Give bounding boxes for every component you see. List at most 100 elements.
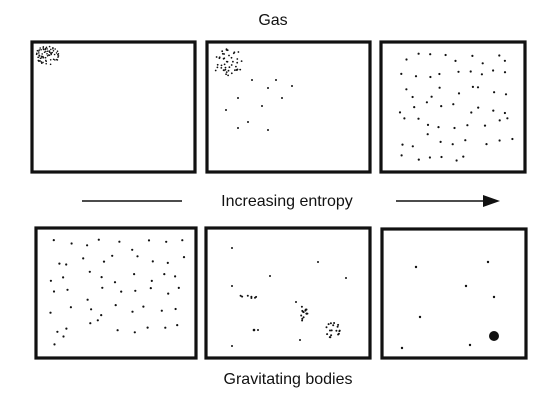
gas-particle — [48, 51, 51, 53]
body-particle — [252, 328, 256, 332]
body-particle — [255, 295, 258, 298]
gas-particle — [54, 59, 56, 61]
body-particle — [337, 332, 340, 335]
gas-particle — [47, 54, 50, 56]
gas-particle — [50, 48, 52, 51]
gas-particle — [216, 63, 219, 66]
gas-particle — [411, 145, 414, 148]
body-particle — [174, 275, 177, 278]
gas-particle — [57, 53, 60, 55]
body-particle — [337, 323, 340, 326]
gas-particle — [237, 127, 239, 129]
body-particle — [150, 279, 153, 282]
gas-particle — [417, 158, 420, 161]
gas-particle — [225, 60, 228, 63]
gas-particle — [216, 66, 219, 69]
body-particle — [335, 329, 338, 332]
body-particle — [231, 345, 233, 347]
body-particle — [100, 314, 103, 317]
body-particle — [102, 260, 106, 263]
gas-particle — [40, 61, 43, 63]
body-particle — [300, 314, 303, 317]
body-particle — [89, 322, 92, 325]
gas-particle — [46, 53, 48, 55]
gas-particle — [480, 73, 483, 76]
gas-particle — [251, 79, 253, 81]
body-particle — [147, 239, 151, 242]
gas-particle — [503, 71, 507, 74]
gas-particle — [471, 85, 474, 88]
body-particle — [65, 327, 68, 330]
gas-particle — [462, 155, 465, 158]
gas-particle — [46, 55, 49, 57]
gas-particle — [223, 63, 226, 66]
gas-particle — [41, 53, 43, 55]
gravity-panel-clumping — [204, 226, 372, 360]
gas-particle — [38, 55, 41, 57]
gas-particle — [466, 124, 469, 127]
gas-particle — [222, 57, 225, 60]
gas-particle — [39, 47, 41, 49]
gas-particle — [281, 97, 283, 99]
body-particle — [149, 287, 152, 290]
body-particle — [62, 335, 65, 338]
body-particle — [181, 239, 184, 242]
body-particle — [231, 247, 233, 249]
gas-particle — [49, 59, 52, 61]
gas-particle — [42, 46, 45, 48]
body-particle — [96, 319, 99, 322]
gas-particle — [52, 58, 55, 61]
gas-particle — [228, 66, 231, 69]
gas-particle — [46, 48, 48, 50]
increasing-entropy-label: Increasing entropy — [221, 193, 353, 210]
gas-particle — [414, 75, 418, 78]
gas-particle — [37, 50, 40, 52]
gas-particle — [36, 49, 39, 52]
body-particle — [100, 276, 103, 279]
gravity-panel-uniform — [34, 226, 198, 360]
gas-particle — [225, 48, 228, 50]
body-particle — [176, 324, 179, 327]
gas-particle — [54, 48, 56, 50]
body-particle — [142, 305, 145, 308]
body-particle — [345, 277, 347, 279]
gas-particle — [52, 47, 54, 50]
gas-particle — [230, 72, 233, 75]
gas-particle — [223, 53, 226, 55]
body-particle — [120, 290, 123, 293]
collapsed-body — [489, 331, 499, 341]
body-particle — [231, 285, 233, 287]
gas-particle — [457, 92, 461, 95]
gas-particle — [451, 143, 454, 146]
body-particle — [111, 254, 114, 257]
gas-particle — [454, 59, 457, 63]
body-particle — [239, 294, 242, 297]
body-particle — [134, 289, 137, 292]
body-particle — [332, 324, 335, 327]
body-particle — [49, 311, 52, 314]
gas-particle — [48, 50, 51, 52]
gas-particle — [44, 56, 47, 59]
gas-particle — [247, 121, 249, 123]
gas-particle — [504, 93, 508, 96]
gas-particle — [233, 51, 236, 54]
body-particle — [163, 273, 166, 276]
gas-particle — [239, 68, 242, 71]
gas-particle — [426, 123, 430, 126]
gas-particle — [218, 56, 221, 59]
gas-particle — [400, 72, 403, 75]
gas-particle — [444, 53, 447, 57]
gas-particle — [48, 45, 51, 48]
body-particle — [131, 248, 134, 251]
gas-particle — [224, 68, 227, 71]
particle-layer — [35, 45, 514, 350]
gas-panel-initial — [30, 40, 197, 174]
gas-particle — [44, 48, 46, 51]
gas-particle — [225, 71, 228, 73]
gas-particle — [498, 119, 501, 122]
body-particle — [464, 284, 468, 288]
body-particle — [301, 319, 304, 322]
gas-particle — [38, 52, 40, 54]
gas-particle — [57, 55, 60, 57]
